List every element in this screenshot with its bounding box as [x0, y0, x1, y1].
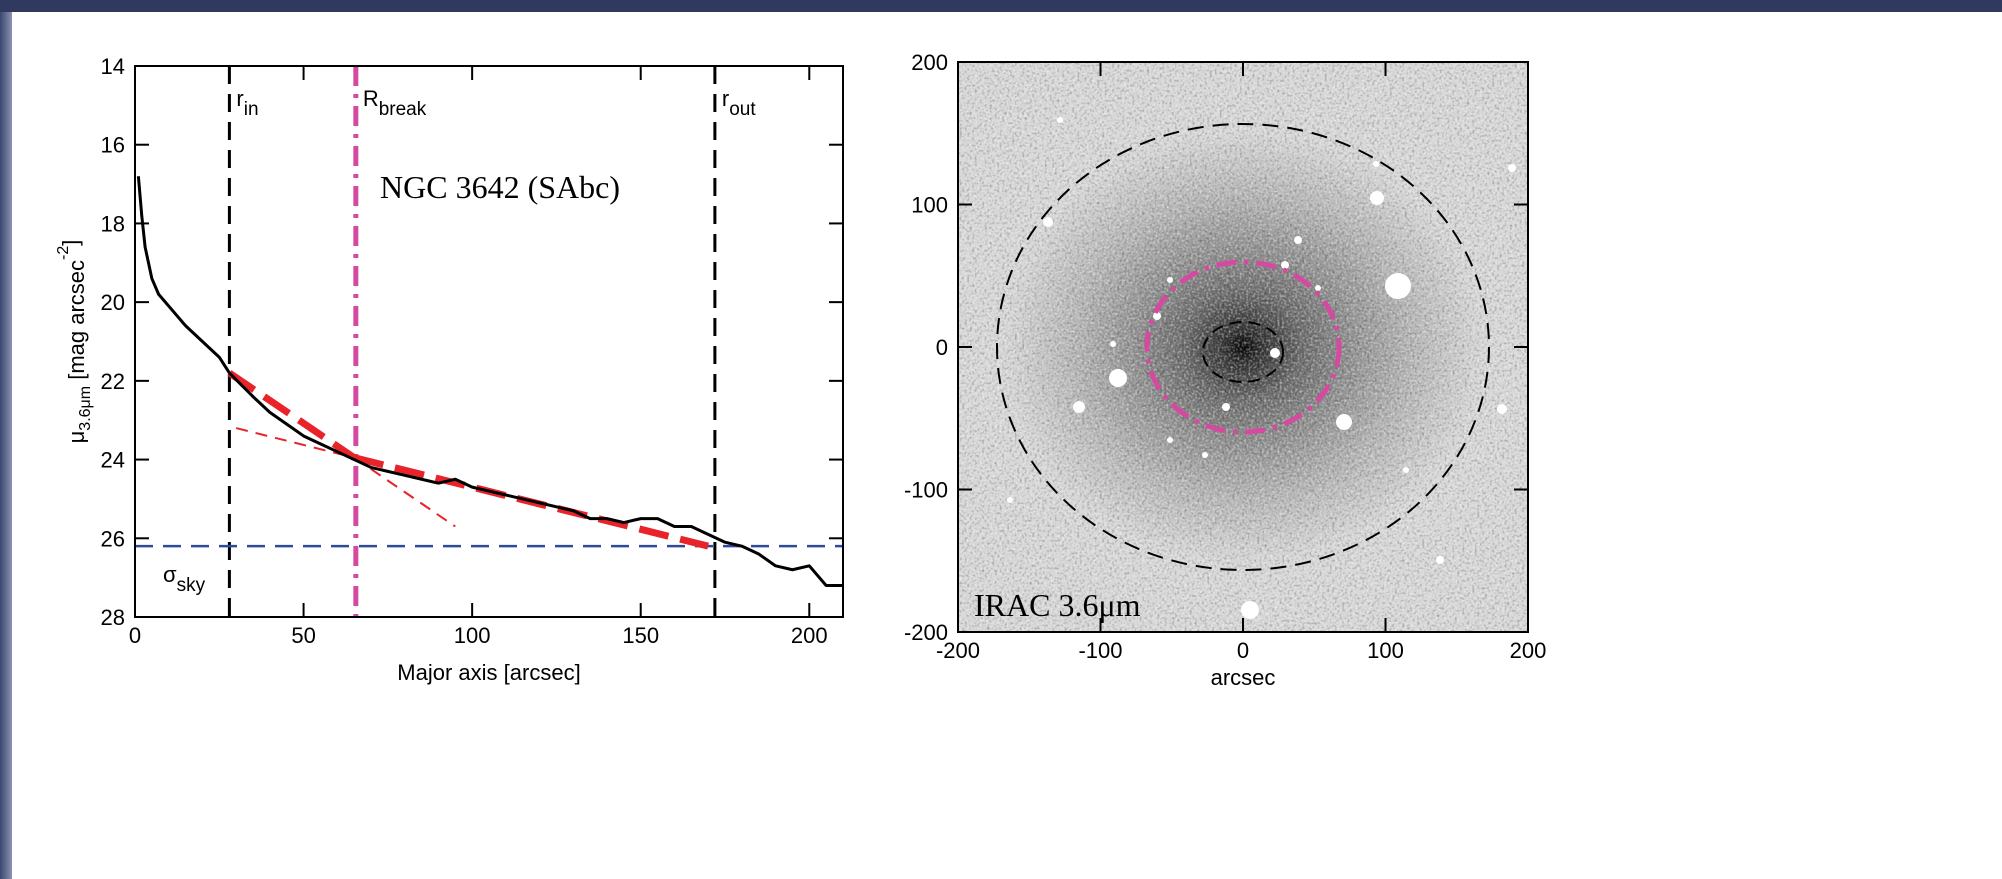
y-tick-label: 14: [101, 54, 125, 79]
y-tick-label: 20: [101, 290, 125, 315]
fit-line: [235, 427, 355, 459]
marker-label: rout: [722, 86, 756, 120]
fit-line: [353, 456, 456, 528]
annotation: IRAC 3.6μm: [974, 587, 1141, 623]
noise: [958, 62, 1528, 632]
y-tick-label: 0: [936, 335, 948, 360]
marker-label-sub: out: [729, 99, 756, 120]
y-axis-label-sup: -2: [55, 246, 72, 260]
y-axis-label-text: [mag arcsec: [64, 260, 89, 386]
slide-strip: [0, 12, 12, 879]
x-tick-label: 200: [1510, 638, 1547, 663]
marker-label-sub: in: [244, 99, 259, 120]
sky-label: σsky: [163, 562, 206, 596]
marker-label-main: r: [722, 86, 729, 111]
x-tick-label: 100: [454, 623, 491, 648]
annotation: NGC 3642 (SAbc): [380, 169, 620, 205]
outer-aperture: [996, 123, 1490, 571]
y-tick-label: -100: [904, 478, 948, 503]
marker-label-main: r: [236, 86, 243, 111]
y-tick-label: 100: [911, 193, 948, 218]
y-tick-label: 26: [101, 526, 125, 551]
x-tick-label: 0: [129, 623, 141, 648]
x-axis-label: Major axis [arcsec]: [397, 660, 580, 685]
marker-label: rin: [236, 86, 258, 120]
marker-label: Rbreak: [363, 86, 427, 120]
profile-line: [136, 176, 843, 588]
y-tick-label: 200: [911, 50, 948, 75]
slide-band: [0, 0, 2002, 12]
y-axis-label: μ3.6μm [mag arcsec-2]: [55, 240, 94, 444]
sky-label-sub: sky: [177, 575, 206, 596]
x-axis-label: arcsec: [1211, 665, 1276, 690]
break-aperture: [1144, 259, 1342, 435]
x-tick-label: -200: [936, 638, 980, 663]
x-tick-label: 50: [291, 623, 315, 648]
x-tick-label: 0: [1237, 638, 1249, 663]
x-tick-label: 200: [791, 623, 828, 648]
y-tick-label: 22: [101, 369, 125, 394]
y-axis-label-text: μ: [64, 431, 89, 444]
x-tick-label: -100: [1078, 638, 1122, 663]
y-tick-label: 24: [101, 448, 125, 473]
inner-aperture: [1202, 321, 1284, 383]
marker-label-main: R: [363, 86, 379, 111]
y-tick-label: 18: [101, 211, 125, 236]
marker-label-sub: break: [379, 99, 427, 120]
axes-frame: [134, 65, 844, 618]
y-tick-label: 28: [101, 605, 125, 630]
y-tick-label: -200: [904, 620, 948, 645]
y-axis-label-sub: 3.6μm: [77, 386, 94, 431]
stars: [1007, 117, 1516, 619]
x-tick-label: 150: [622, 623, 659, 648]
fit-line: [227, 370, 357, 461]
sky-label-main: σ: [163, 562, 177, 587]
image-panel: -200 -100 0 100 200 -200 -100 0 100 200 IRAC 3.6μm…: [904, 50, 1546, 690]
y-tick-label: 16: [101, 133, 125, 158]
x-tick-label: 100: [1367, 638, 1404, 663]
galaxy-image: [958, 62, 1528, 632]
y-axis-label-text: ]: [58, 240, 83, 246]
